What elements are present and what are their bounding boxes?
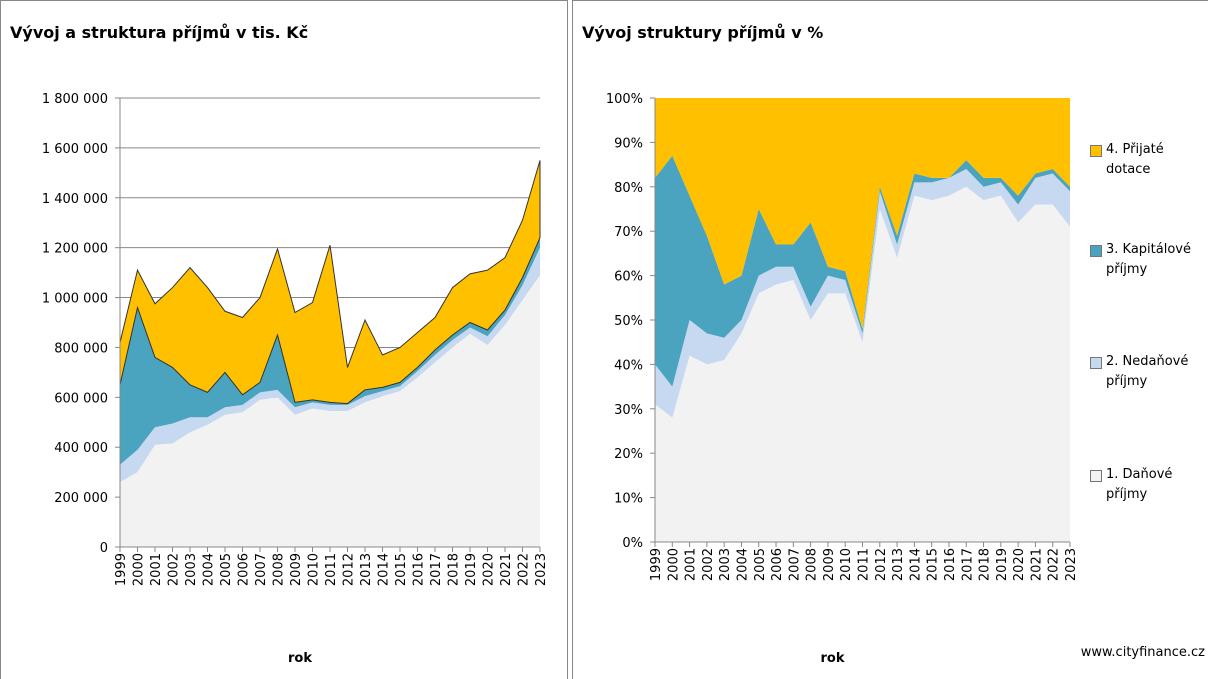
x-tick-label: 2005: [753, 548, 768, 581]
x-tick-label: 2006: [770, 548, 785, 581]
legend-item: 2. Nedaňové příjmy: [1090, 352, 1208, 392]
legend-label: 2. Nedaňové příjmy: [1106, 354, 1189, 389]
chart-title: Vývoj a struktura příjmů v tis. Kč: [10, 23, 308, 42]
x-tick-label: 2010: [839, 548, 854, 581]
y-tick-label: 200 000: [54, 491, 108, 506]
x-tick-label: 2008: [805, 548, 820, 581]
x-tick-label: 2003: [184, 553, 199, 586]
x-tick-label: 2002: [167, 553, 182, 586]
x-tick-label: 2001: [684, 548, 699, 581]
x-tick-label: 2004: [735, 548, 750, 581]
x-tick-label: 2008: [272, 553, 287, 586]
legend-item: 3. Kapitálové příjmy: [1090, 240, 1208, 280]
legend-label: 3. Kapitálové příjmy: [1106, 242, 1191, 277]
y-tick-label: 0: [100, 541, 108, 556]
x-tick-label: 2020: [482, 553, 497, 586]
x-tick-label: 2016: [412, 553, 427, 586]
x-tick-label: 2015: [394, 553, 409, 586]
x-tick-label: 2011: [857, 548, 872, 581]
x-tick-label: 2006: [237, 553, 252, 586]
y-tick-label: 20%: [614, 447, 643, 462]
legend-swatch: [1090, 145, 1102, 157]
x-tick-label: 2000: [666, 548, 681, 581]
y-tick-label: 600 000: [54, 391, 108, 406]
x-tick-label: 2007: [254, 553, 269, 586]
x-tick-label: 2001: [149, 553, 164, 586]
x-tick-label: 2015: [926, 548, 941, 581]
x-tick-label: 2021: [1029, 548, 1044, 581]
y-tick-label: 1 400 000: [42, 192, 108, 207]
y-tick-label: 800 000: [54, 341, 108, 356]
y-tick-label: 400 000: [54, 441, 108, 456]
x-tick-label: 2016: [943, 548, 958, 581]
x-axis-label: rok: [821, 651, 845, 666]
chart-title: Vývoj struktury příjmů v %: [582, 23, 823, 42]
x-tick-label: 2020: [1012, 548, 1027, 581]
x-tick-label: 2005: [219, 553, 234, 586]
legend-label: 1. Daňové příjmy: [1106, 467, 1173, 502]
x-tick-label: 2019: [995, 548, 1010, 581]
y-tick-label: 90%: [614, 136, 643, 151]
x-tick-label: 2003: [718, 548, 733, 581]
x-tick-label: 2009: [289, 553, 304, 586]
x-tick-label: 2012: [342, 553, 357, 586]
y-tick-label: 40%: [614, 358, 643, 373]
area: [655, 98, 1070, 329]
x-tick-label: 2018: [978, 548, 993, 581]
y-tick-label: 30%: [614, 403, 643, 418]
x-tick-label: 2023: [534, 553, 549, 586]
x-tick-label: 2013: [359, 553, 374, 586]
y-tick-label: 60%: [614, 270, 643, 285]
x-tick-label: 2011: [324, 553, 339, 586]
area: [655, 186, 1070, 543]
legend-swatch: [1090, 245, 1102, 257]
x-tick-label: 2000: [132, 553, 147, 586]
x-tick-label: 2012: [874, 548, 889, 581]
legend-item: 1. Daňové příjmy: [1090, 465, 1208, 505]
y-tick-label: 1 600 000: [42, 142, 108, 157]
x-tick-label: 1999: [114, 553, 129, 586]
area: [655, 169, 1070, 418]
x-tick-label: 1999: [649, 548, 664, 581]
x-tick-label: 2019: [464, 553, 479, 586]
area: [655, 155, 1070, 387]
y-tick-label: 100%: [606, 92, 643, 107]
x-tick-label: 2018: [447, 553, 462, 586]
x-tick-label: 2002: [701, 548, 716, 581]
x-tick-label: 2022: [517, 553, 532, 586]
y-tick-label: 80%: [614, 181, 643, 196]
y-tick-label: 1 800 000: [42, 92, 108, 107]
legend-swatch: [1090, 470, 1102, 482]
x-tick-label: 2013: [891, 548, 906, 581]
legend-label: 4. Přijaté dotace: [1106, 142, 1164, 177]
x-tick-label: 2017: [960, 548, 975, 581]
x-tick-label: 2017: [429, 553, 444, 586]
x-tick-label: 2009: [822, 548, 837, 581]
x-tick-label: 2021: [499, 553, 514, 586]
y-tick-label: 0%: [622, 536, 643, 551]
legend-item: 4. Přijaté dotace: [1090, 140, 1208, 180]
x-tick-label: 2022: [1047, 548, 1062, 581]
x-tick-label: 2014: [377, 553, 392, 586]
y-tick-label: 1 200 000: [42, 242, 108, 257]
source: www.cityfinance.cz: [1081, 645, 1205, 660]
x-tick-label: 2010: [307, 553, 322, 586]
area: [120, 275, 540, 547]
y-tick-label: 70%: [614, 225, 643, 240]
x-tick-label: 2007: [787, 548, 802, 581]
y-tick-label: 50%: [614, 314, 643, 329]
x-tick-label: 2023: [1064, 548, 1079, 581]
y-tick-label: 1 000 000: [42, 292, 108, 307]
x-tick-label: 2004: [202, 553, 217, 586]
y-tick-label: 10%: [614, 492, 643, 507]
x-tick-label: 2014: [908, 548, 923, 581]
x-axis-label: rok: [288, 651, 312, 666]
area: [119, 160, 541, 405]
legend-swatch: [1090, 357, 1102, 369]
